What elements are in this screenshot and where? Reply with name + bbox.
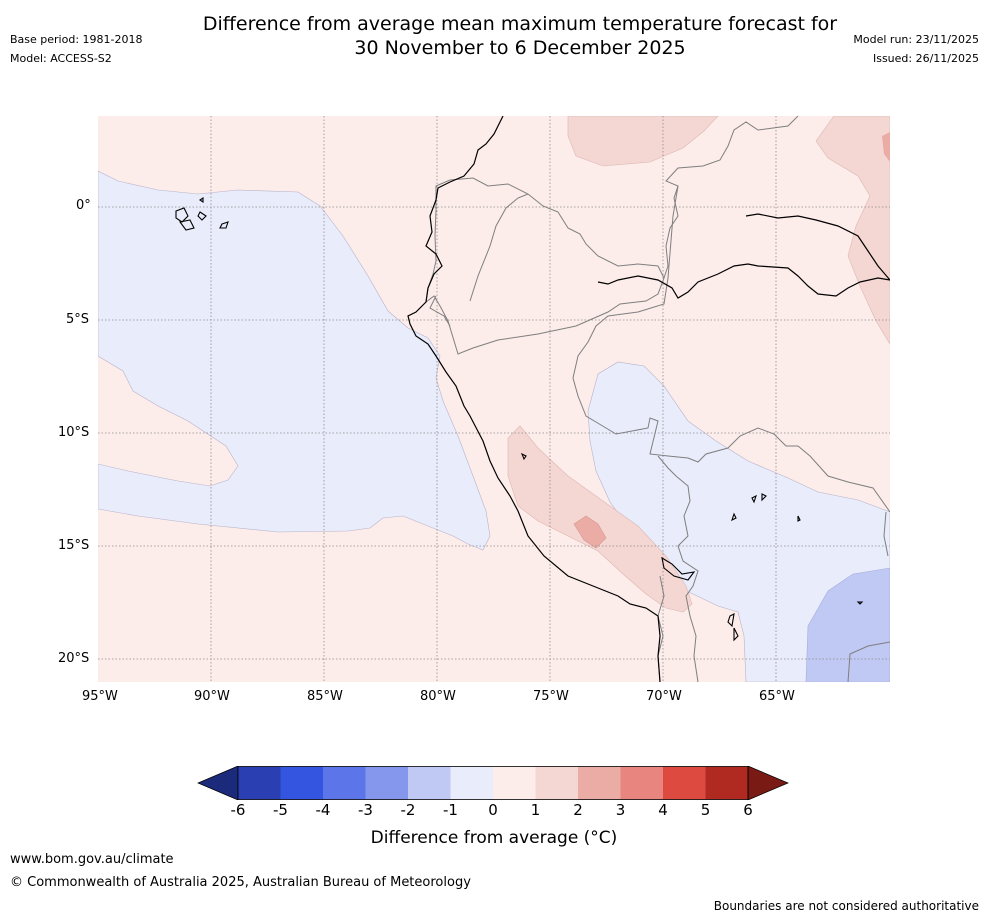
lon-label-80w: 80°W [420,689,456,704]
colorbar-tick-label: 6 [743,801,753,819]
colorbar-cell [535,766,578,800]
lat-label-0: 0° [76,198,91,213]
colorbar-tick-label: -4 [315,801,331,819]
model-run: Model run: 23/11/2025 [853,33,979,46]
anomaly-zone-minus2-to-minus1 [805,567,890,682]
colorbar-cell [705,766,748,800]
model-name: Model: ACCESS-S2 [10,52,112,65]
colorbar-cell [280,766,323,800]
issued-date: Issued: 26/11/2025 [872,52,979,65]
title-line-1: Difference from average mean maximum tem… [202,13,838,35]
colorbar-tick-label: 0 [488,801,498,819]
colorbar-cell [365,766,408,800]
website-url: www.bom.gov.au/climate [10,852,174,867]
colorbar-frame [237,766,749,800]
colorbar-tick-label: 1 [530,801,541,819]
copyright-notice: © Commonwealth of Australia 2025, Austra… [10,875,471,890]
colorbar-tick-label: -5 [273,801,288,819]
lat-label-10s: 10°S [58,425,90,440]
colorbar-cell [450,766,493,800]
anomaly-zone-2-to-3 [573,515,607,549]
title-line-2: 30 November to 6 December 2025 [354,37,686,59]
lat-label-15s: 15°S [58,538,90,553]
lon-label-95w: 95°W [82,689,118,704]
colorbar-cell [408,766,451,800]
lon-label-85w: 85°W [307,689,343,704]
colorbar-tick-label: -3 [358,801,373,819]
anomaly-zone-1-to-2-north [567,116,719,167]
map-title: Difference from average mean maximum tem… [0,12,988,60]
anomaly-zone-minus1-to-0-ocean [98,170,491,551]
colorbar-tick-label: 3 [615,801,626,819]
base-period: Base period: 1981-2018 [10,33,143,46]
boundaries-disclaimer: Boundaries are not considered authoritat… [713,899,979,913]
lon-label-75w: 75°W [533,689,569,704]
colorbar-tick-label: 2 [573,801,583,819]
galapagos-islands [175,196,229,231]
colorbar-cell [493,766,536,800]
colorbar-cell [578,766,621,800]
colorbar-cell [620,766,663,800]
anomaly-zone-2-to-3-edge [882,132,890,162]
colorbar-cell [663,766,706,800]
anomaly-zone-1-to-2-northeast [815,116,890,345]
lon-label-70w: 70°W [646,689,682,704]
colorbar-extend-high [747,766,789,800]
lon-label-65w: 65°W [759,689,795,704]
forecast-map [98,116,890,682]
lat-label-20s: 20°S [58,651,90,666]
colorbar-cell [238,766,281,800]
colorbar-tick-label: -6 [230,801,246,819]
lon-label-90w: 90°W [194,689,230,704]
colorbar-cell [323,766,366,800]
colorbar-tick-label: 4 [658,801,668,819]
graticule [98,116,890,682]
colorbar-tick-label: -1 [443,801,458,819]
colorbar-title: Difference from average (°C) [370,828,618,848]
colorbar-tick-label: -2 [400,801,416,819]
lakes [520,452,864,642]
lat-label-5s: 5°S [66,312,90,327]
coastline [407,116,890,682]
anomaly-zone-1-to-2-andes [507,425,693,613]
colorbar-tick-label: 5 [700,801,711,819]
colorbar [197,766,789,800]
colorbar-extend-low [197,766,239,800]
